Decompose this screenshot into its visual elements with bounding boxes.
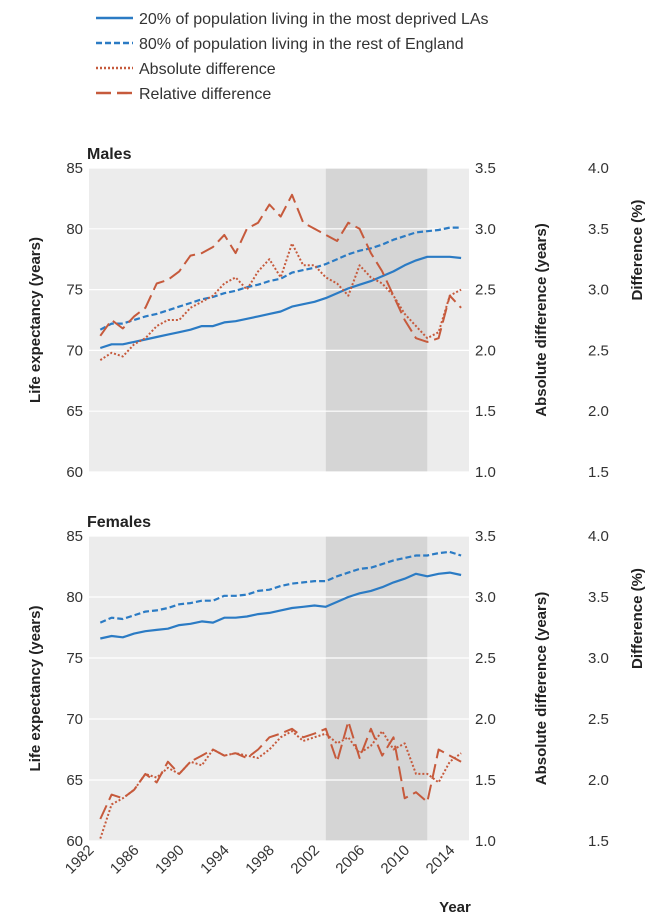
males-y2-tick-1.5: 1.5 [475, 403, 496, 420]
females-y3-tick-3.0: 3.0 [588, 650, 609, 667]
males-shaded-period [325, 168, 428, 472]
males-series-1-line [99, 255, 462, 350]
females-y2-tick-1.5: 1.5 [475, 772, 496, 789]
males-panel: Males 60 65 70 75 80 85 1.0 1.5 2.0 2.5 3.0 3.5 1.5 2.… [27, 146, 646, 481]
males-y-tick-65: 65 [66, 403, 83, 420]
females-series-4-line [99, 720, 462, 820]
males-y-tick-70: 70 [66, 342, 83, 359]
females-y3-tick-2.0: 2.0 [588, 772, 609, 789]
females-x-tick-2002: 2002 [287, 842, 323, 878]
females-x-tick-2006: 2006 [332, 842, 368, 878]
males-y3-tick-2.5: 2.5 [588, 342, 609, 359]
males-y3-tick-2.0: 2.0 [588, 403, 609, 420]
legend: 20% of population living in the most dep… [96, 11, 489, 103]
males-y-tick-80: 80 [66, 221, 83, 238]
females-y3-tick-2.5: 2.5 [588, 711, 609, 728]
legend-label-3: Absolute difference [139, 61, 276, 78]
males-y-tick-75: 75 [66, 282, 83, 299]
females-y-tick-70: 70 [66, 711, 83, 728]
legend-label-4: Relative difference [139, 86, 271, 103]
males-series-3-line [99, 242, 462, 361]
females-ylabel-left: Life expectancy (years) [27, 606, 44, 772]
males-y3-tick-1.5: 1.5 [588, 464, 609, 481]
females-series-1-line [100, 571, 462, 640]
females-x-tick-2014: 2014 [423, 842, 459, 878]
females-panel: Females 60 65 70 75 80 85 1.0 1.5 2.0 2.5 3.0 3.5 1.5… [27, 514, 646, 877]
males-y2-tick-3.5: 3.5 [475, 160, 496, 177]
males-y2-tick-2.0: 2.0 [475, 342, 496, 359]
females-y2-tick-3.0: 3.0 [475, 589, 496, 606]
males-ylabel-left: Life expectancy (years) [27, 237, 44, 403]
legend-label-2: 80% of population living in the rest of … [139, 36, 464, 53]
females-y3-tick-1.5: 1.5 [588, 833, 609, 850]
males-series-2-line [99, 226, 462, 331]
females-x-tick-1990: 1990 [152, 842, 188, 878]
males-ylabel-right1: Absolute difference (years) [533, 223, 550, 416]
females-y-tick-60: 60 [66, 833, 83, 850]
females-y2-tick-2.5: 2.5 [475, 650, 496, 667]
males-y3-tick-3.0: 3.0 [588, 282, 609, 299]
females-x-tick-1986: 1986 [107, 842, 143, 878]
x-axis-label: Year [439, 899, 471, 916]
females-x-tick-2010: 2010 [378, 842, 414, 878]
females-ylabel-right1: Absolute difference (years) [533, 592, 550, 785]
females-ylabel-right2: Difference (%) [629, 568, 646, 669]
females-y-tick-85: 85 [66, 528, 83, 545]
females-y2-tick-2.0: 2.0 [475, 711, 496, 728]
females-title: Females [87, 514, 151, 531]
females-x-tick-1994: 1994 [197, 842, 233, 878]
legend-label-1: 20% of population living in the most dep… [139, 11, 489, 28]
males-y-tick-85: 85 [66, 160, 83, 177]
males-ylabel-right2: Difference (%) [629, 200, 646, 301]
males-y-tick-60: 60 [66, 464, 83, 481]
females-y3-tick-4.0: 4.0 [588, 528, 609, 545]
males-y3-tick-4.0: 4.0 [588, 160, 609, 177]
males-series-4-line [99, 193, 462, 343]
females-y3-tick-3.5: 3.5 [588, 589, 609, 606]
males-y2-tick-1.0: 1.0 [475, 464, 496, 481]
males-y3-tick-3.5: 3.5 [588, 221, 609, 238]
females-y-tick-80: 80 [66, 589, 83, 606]
males-title: Males [87, 146, 132, 163]
females-series-3-line [99, 730, 462, 839]
males-y2-tick-3.0: 3.0 [475, 221, 496, 238]
females-y-tick-65: 65 [66, 772, 83, 789]
females-x-tick-1998: 1998 [242, 842, 278, 878]
females-y-tick-75: 75 [66, 650, 83, 667]
males-y2-tick-2.5: 2.5 [475, 282, 496, 299]
females-shaded-period [325, 536, 428, 841]
females-y2-tick-1.0: 1.0 [475, 833, 496, 850]
females-y2-tick-3.5: 3.5 [475, 528, 496, 545]
females-series-2-line [99, 550, 462, 624]
